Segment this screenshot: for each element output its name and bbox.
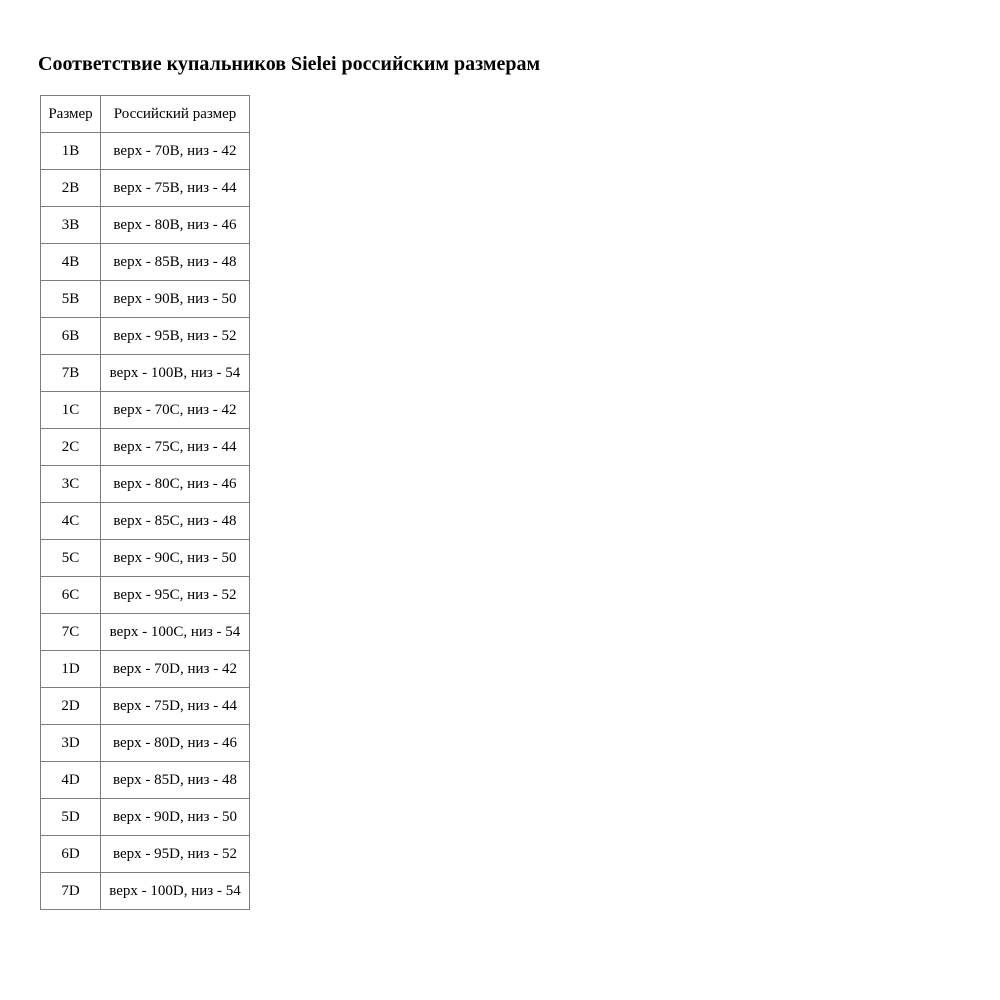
russian-size-cell: верх - 80C, низ - 46 bbox=[100, 465, 250, 503]
table-row: 5C верх - 90C, низ - 50 bbox=[40, 539, 250, 577]
table-row: 3D верх - 80D, низ - 46 bbox=[40, 724, 250, 762]
size-cell: 4C bbox=[40, 502, 101, 540]
russian-size-cell: верх - 100D, низ - 54 bbox=[100, 872, 250, 910]
table-row: 3B верх - 80B, низ - 46 bbox=[40, 206, 250, 244]
size-cell: 5B bbox=[40, 280, 101, 318]
table-row: 2C верх - 75C, низ - 44 bbox=[40, 428, 250, 466]
russian-size-cell: верх - 100C, низ - 54 bbox=[100, 613, 250, 651]
russian-size-cell: верх - 80B, низ - 46 bbox=[100, 206, 250, 244]
russian-size-cell: верх - 85B, низ - 48 bbox=[100, 243, 250, 281]
russian-size-cell: верх - 70D, низ - 42 bbox=[100, 650, 250, 688]
column-header-russian-size: Российский размер bbox=[100, 95, 250, 133]
size-cell: 1D bbox=[40, 650, 101, 688]
table-row: 2B верх - 75B, низ - 44 bbox=[40, 169, 250, 207]
size-conversion-table: Размер Российский размер 1B верх - 70B, н… bbox=[40, 95, 250, 910]
size-cell: 4D bbox=[40, 761, 101, 799]
size-cell: 1B bbox=[40, 132, 101, 170]
size-cell: 2D bbox=[40, 687, 101, 725]
size-cell: 6B bbox=[40, 317, 101, 355]
table-row: 1B верх - 70B, низ - 42 bbox=[40, 132, 250, 170]
table-row: 4C верх - 85C, низ - 48 bbox=[40, 502, 250, 540]
size-cell: 7B bbox=[40, 354, 101, 392]
size-cell: 5D bbox=[40, 798, 101, 836]
size-cell: 3C bbox=[40, 465, 101, 503]
russian-size-cell: верх - 100B, низ - 54 bbox=[100, 354, 250, 392]
russian-size-cell: верх - 85D, низ - 48 bbox=[100, 761, 250, 799]
size-cell: 1C bbox=[40, 391, 101, 429]
page-title: Соответствие купальников Sielei российск… bbox=[38, 53, 541, 75]
table-row: 6D верх - 95D, низ - 52 bbox=[40, 835, 250, 873]
size-cell: 3B bbox=[40, 206, 101, 244]
table-body: 1B верх - 70B, низ - 42 2B верх - 75B, низ … bbox=[40, 132, 250, 910]
table-row: 7C верх - 100C, низ - 54 bbox=[40, 613, 250, 651]
table-row: 3C верх - 80C, низ - 46 bbox=[40, 465, 250, 503]
table-header-row: Размер Российский размер bbox=[40, 95, 250, 133]
russian-size-cell: верх - 95D, низ - 52 bbox=[100, 835, 250, 873]
size-cell: 6D bbox=[40, 835, 101, 873]
table-row: 7D верх - 100D, низ - 54 bbox=[40, 872, 250, 910]
size-cell: 6C bbox=[40, 576, 101, 614]
russian-size-cell: верх - 70C, низ - 42 bbox=[100, 391, 250, 429]
russian-size-cell: верх - 85C, низ - 48 bbox=[100, 502, 250, 540]
size-cell: 2B bbox=[40, 169, 101, 207]
size-cell: 5C bbox=[40, 539, 101, 577]
table-row: 5D верх - 90D, низ - 50 bbox=[40, 798, 250, 836]
russian-size-cell: верх - 75C, низ - 44 bbox=[100, 428, 250, 466]
table-row: 6B верх - 95B, низ - 52 bbox=[40, 317, 250, 355]
table-row: 7B верх - 100B, низ - 54 bbox=[40, 354, 250, 392]
table-row: 4D верх - 85D, низ - 48 bbox=[40, 761, 250, 799]
table-row: 5B верх - 90B, низ - 50 bbox=[40, 280, 250, 318]
size-cell: 7D bbox=[40, 872, 101, 910]
size-cell: 2C bbox=[40, 428, 101, 466]
size-cell: 7C bbox=[40, 613, 101, 651]
russian-size-cell: верх - 75B, низ - 44 bbox=[100, 169, 250, 207]
table-row: 6C верх - 95C, низ - 52 bbox=[40, 576, 250, 614]
russian-size-cell: верх - 95C, низ - 52 bbox=[100, 576, 250, 614]
table-row: 4B верх - 85B, низ - 48 bbox=[40, 243, 250, 281]
table-row: 1D верх - 70D, низ - 42 bbox=[40, 650, 250, 688]
russian-size-cell: верх - 90B, низ - 50 bbox=[100, 280, 250, 318]
column-header-size: Размер bbox=[40, 95, 101, 133]
russian-size-cell: верх - 95B, низ - 52 bbox=[100, 317, 250, 355]
russian-size-cell: верх - 70B, низ - 42 bbox=[100, 132, 250, 170]
russian-size-cell: верх - 80D, низ - 46 bbox=[100, 724, 250, 762]
russian-size-cell: верх - 90C, низ - 50 bbox=[100, 539, 250, 577]
table-row: 1C верх - 70C, низ - 42 bbox=[40, 391, 250, 429]
russian-size-cell: верх - 75D, низ - 44 bbox=[100, 687, 250, 725]
size-cell: 3D bbox=[40, 724, 101, 762]
size-cell: 4B bbox=[40, 243, 101, 281]
table-row: 2D верх - 75D, низ - 44 bbox=[40, 687, 250, 725]
russian-size-cell: верх - 90D, низ - 50 bbox=[100, 798, 250, 836]
